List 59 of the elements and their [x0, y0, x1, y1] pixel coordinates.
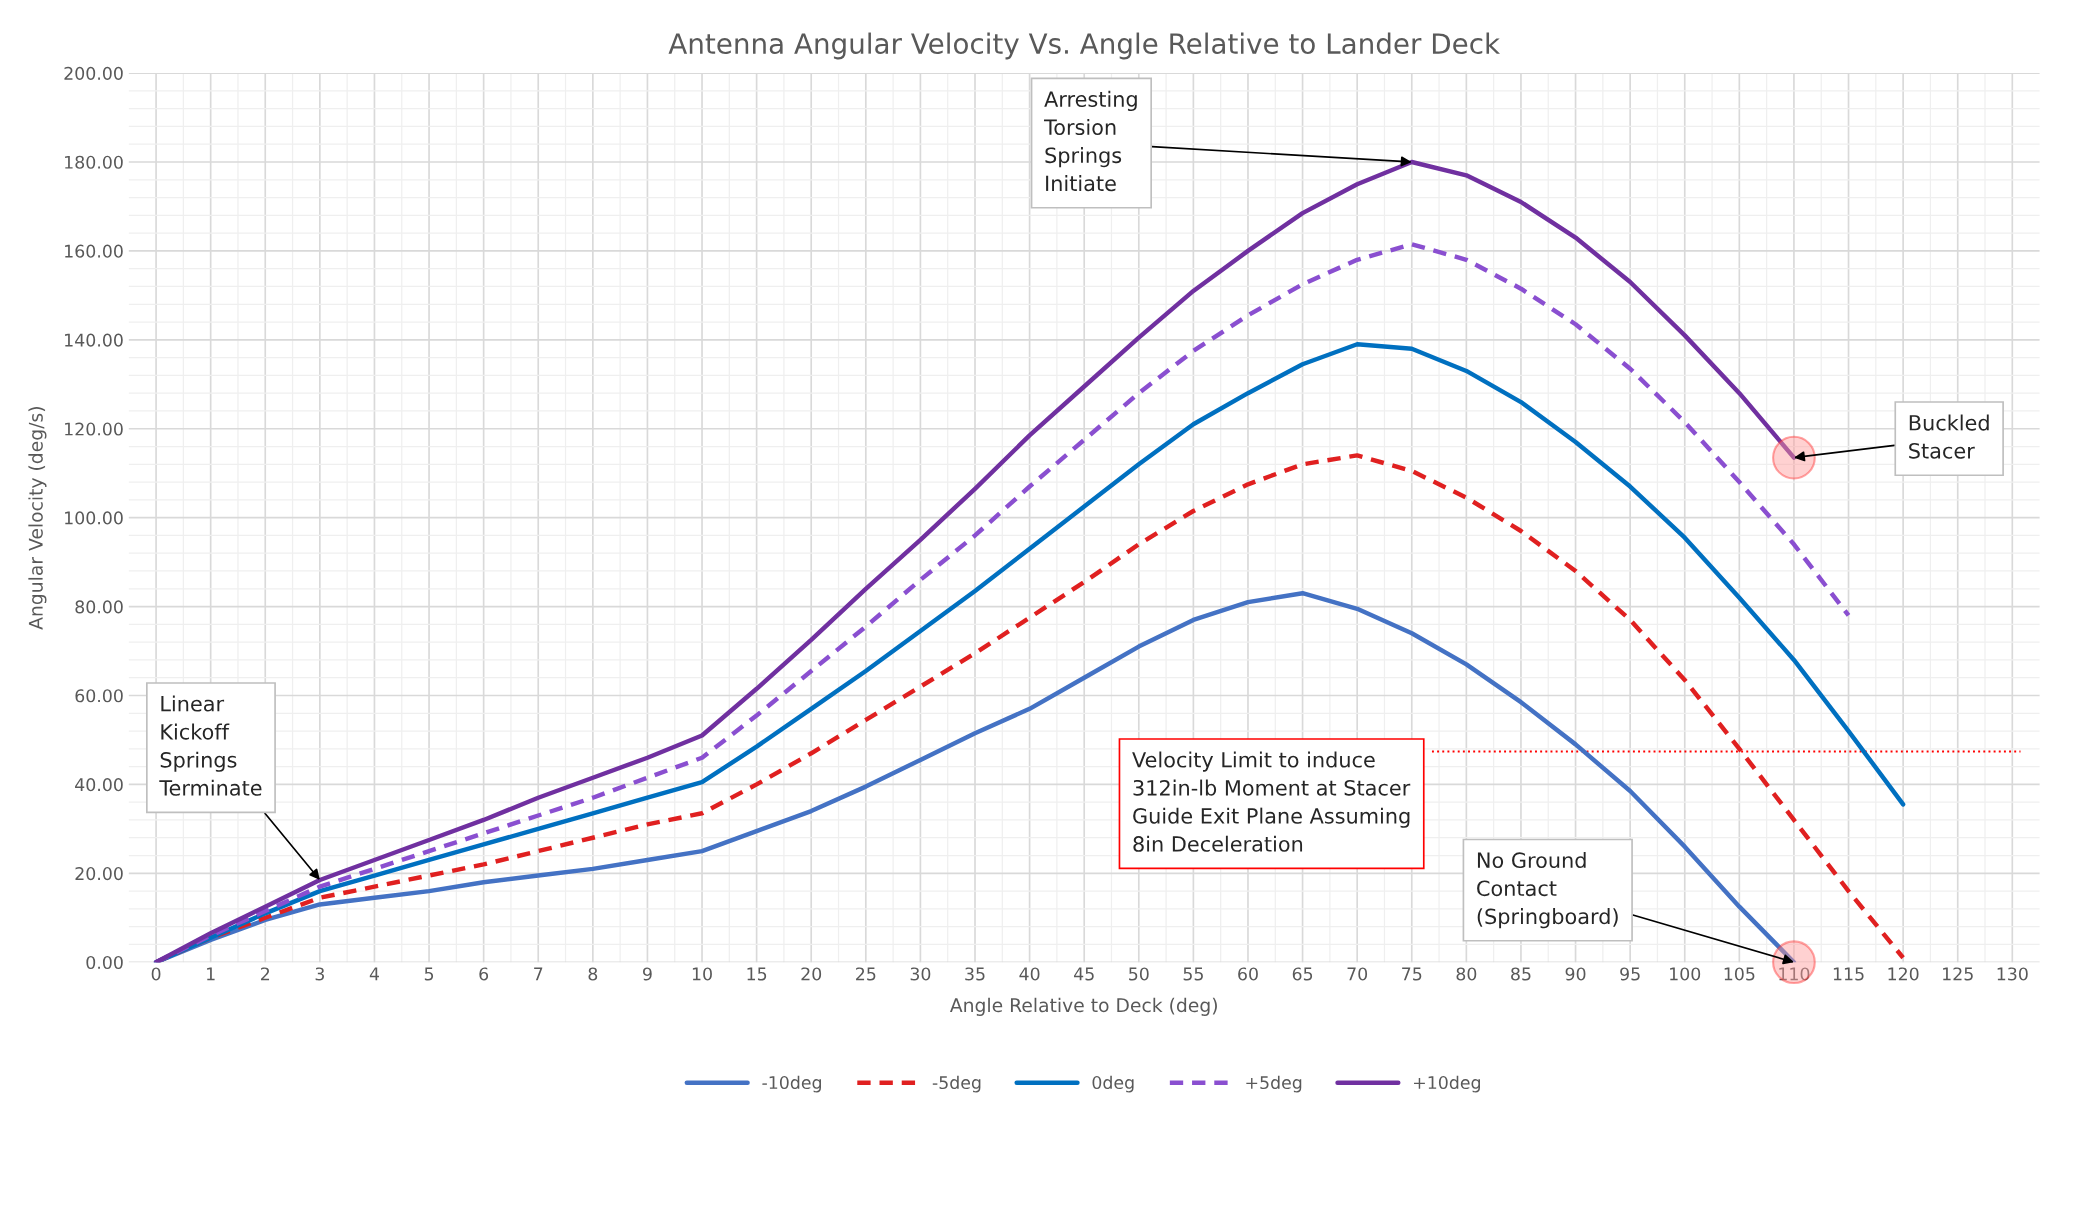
y-axis-title: Angular Velocity (deg/s) [28, 407, 47, 630]
y-tick-label: 20.00 [75, 867, 123, 881]
x-tick-label: 90 [1565, 967, 1586, 981]
x-tick-label: 65 [1292, 967, 1313, 981]
x-tick-label: 3 [315, 967, 324, 981]
x-tick-label: 85 [1511, 967, 1531, 981]
x-tick-label: 50 [1129, 967, 1149, 981]
x-tick-label: 120 [1888, 967, 1919, 981]
x-tick-label: 10 [692, 967, 712, 981]
ref-line-label: Velocity Limit to induce 312in-lb Moment at Stacer Guide Exit Plane Assuming 8in Deceleration [1132, 751, 1411, 852]
x-tick-label: 7 [534, 967, 543, 981]
x-tick-label: 125 [1943, 967, 1973, 981]
x-tick-label: 0 [151, 967, 161, 981]
x-tick-label: 80 [1456, 967, 1477, 981]
x-tick-label: 110 [1779, 967, 1810, 981]
x-tick-label: 4 [369, 967, 379, 981]
x-tick-label: 25 [856, 967, 876, 981]
x-tick-label: 40 [1019, 967, 1040, 981]
annotation: No Ground Contact (Springboard) [1477, 851, 1618, 929]
x-tick-label: 100 [1670, 967, 1701, 981]
x-tick-label: 9 [643, 967, 652, 981]
y-tick-label: 60.00 [75, 689, 123, 703]
x-tick-label: 2 [261, 967, 270, 981]
legend-label: 0deg [1092, 1075, 1134, 1093]
legend-label: -10deg [762, 1075, 821, 1093]
legend-label: -5deg [932, 1075, 981, 1093]
annotation: Buckled Stacer [1909, 414, 1989, 459]
x-tick-label: 5 [424, 967, 434, 981]
x-tick-label: 55 [1183, 967, 1203, 981]
x-tick-label: 60 [1238, 967, 1258, 981]
x-tick-label: 130 [1997, 967, 2028, 981]
y-tick-label: 80.00 [75, 600, 123, 614]
chart-title: Antenna Angular Velocity Vs. Angle Relative to Lander Deck [668, 32, 1500, 60]
x-tick-label: 70 [1347, 967, 1368, 981]
y-tick-label: 40.00 [75, 778, 123, 792]
x-tick-label: 75 [1402, 967, 1422, 981]
x-tick-label: 8 [588, 967, 598, 981]
x-axis-title: Angle Relative to Deck (deg) [949, 997, 1217, 1016]
x-tick-label: 6 [479, 967, 489, 981]
x-tick-label: 105 [1724, 967, 1755, 981]
y-tick-label: 180.00 [65, 155, 123, 169]
x-tick-label: 45 [1074, 967, 1094, 981]
x-tick-label: 35 [965, 967, 985, 981]
annotation: Linear Kickoff Springs Terminate [159, 695, 262, 796]
annotation: Arresting Torsion Springs Initiate [1044, 90, 1137, 192]
x-tick-label: 95 [1620, 967, 1640, 981]
x-tick-label: 1 [207, 967, 215, 981]
y-tick-label: 0.00 [86, 955, 123, 970]
y-tick-label: 160.00 [65, 244, 123, 258]
x-tick-label: 30 [910, 967, 931, 981]
y-tick-label: 100.00 [65, 511, 123, 525]
y-tick-label: 200.00 [64, 66, 123, 80]
legend-label: +5deg [1246, 1075, 1302, 1093]
x-tick-label: 15 [747, 967, 767, 981]
x-tick-label: 20 [801, 967, 822, 981]
x-tick-label: 115 [1833, 967, 1864, 981]
y-tick-label: 140.00 [65, 333, 123, 347]
legend-label: +10deg [1414, 1075, 1480, 1093]
y-tick-label: 120.00 [65, 422, 123, 436]
